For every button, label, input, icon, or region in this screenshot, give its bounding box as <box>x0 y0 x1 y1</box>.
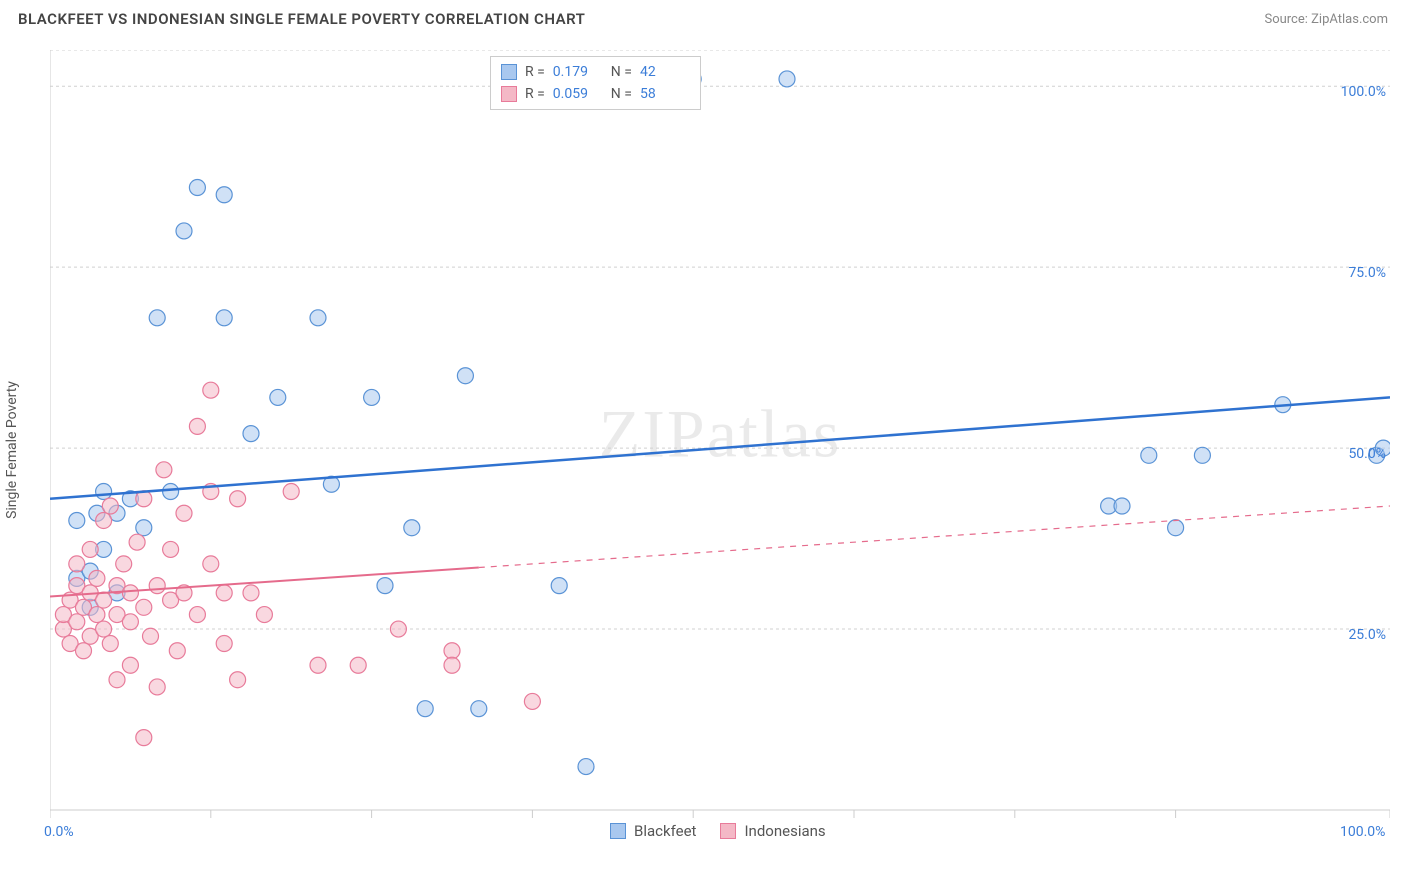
series-legend: Blackfeet Indonesians <box>610 822 826 840</box>
x-tick-label: 100.0% <box>1340 824 1385 840</box>
y-tick-label: 50.0% <box>1348 446 1386 462</box>
legend-item: Blackfeet <box>610 822 696 840</box>
stats-legend-row: R = 0.059 N = 58 <box>501 83 690 105</box>
chart-header: BLACKFEET VS INDONESIAN SINGLE FEMALE PO… <box>0 0 1406 36</box>
stat-r-label: R = <box>525 61 545 83</box>
legend-swatch <box>501 86 517 102</box>
stat-r-value: 0.059 <box>553 83 603 105</box>
stat-n-label: N = <box>611 61 632 83</box>
legend-swatch <box>610 823 626 839</box>
stat-n-value: 58 <box>640 83 690 105</box>
legend-item: Indonesians <box>720 822 825 840</box>
stat-r-value: 0.179 <box>553 61 603 83</box>
legend-swatch <box>501 64 517 80</box>
y-tick-label: 25.0% <box>1348 627 1386 643</box>
y-tick-label: 75.0% <box>1348 265 1386 281</box>
legend-label: Indonesians <box>744 822 825 840</box>
scatter-plot <box>50 50 1390 850</box>
x-tick-label: 0.0% <box>44 824 74 840</box>
chart-area: Single Female Poverty ZIPatlas R = 0.179… <box>50 50 1390 850</box>
legend-label: Blackfeet <box>634 822 696 840</box>
stat-r-label: R = <box>525 83 545 105</box>
stats-legend: R = 0.179 N = 42 R = 0.059 N = 58 <box>490 56 701 110</box>
stat-n-value: 42 <box>640 61 690 83</box>
chart-title: BLACKFEET VS INDONESIAN SINGLE FEMALE PO… <box>18 10 585 28</box>
y-tick-label: 100.0% <box>1341 84 1386 100</box>
stats-legend-row: R = 0.179 N = 42 <box>501 61 690 83</box>
legend-swatch <box>720 823 736 839</box>
chart-source: Source: ZipAtlas.com <box>1264 12 1388 27</box>
y-axis-label: Single Female Poverty <box>4 381 20 519</box>
stat-n-label: N = <box>611 83 632 105</box>
